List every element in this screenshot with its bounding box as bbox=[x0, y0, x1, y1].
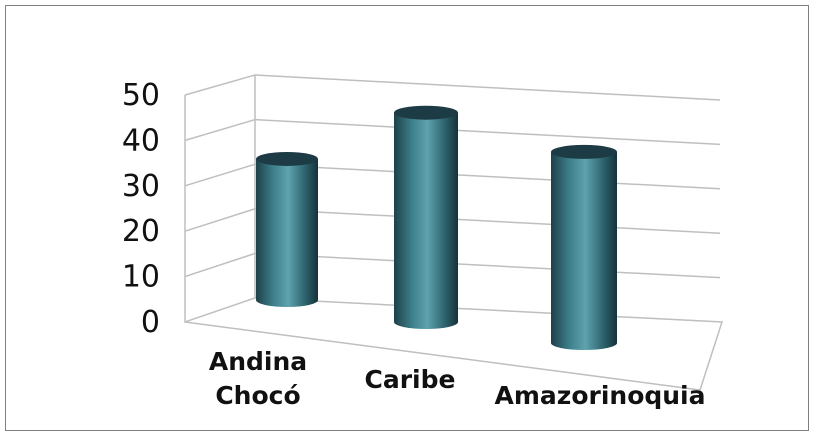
category-label: Andina Chocó bbox=[209, 347, 307, 410]
bar-body bbox=[256, 158, 318, 307]
y-tick-label: 20 bbox=[122, 214, 160, 249]
category-label: Amazorinoquia bbox=[495, 381, 706, 410]
bar-body bbox=[551, 151, 617, 350]
x-axis-category-labels: Andina Chocó Caribe Amazorinoquia bbox=[209, 347, 706, 410]
bars bbox=[256, 105, 617, 350]
chart-walls bbox=[184, 75, 724, 391]
y-axis-tick-labels: 0 10 20 30 40 50 bbox=[122, 78, 160, 340]
bar-top bbox=[394, 105, 458, 120]
y-tick-label: 30 bbox=[122, 169, 160, 204]
gridline bbox=[184, 118, 721, 146]
gridline bbox=[184, 74, 721, 101]
bar bbox=[551, 144, 617, 350]
floor bbox=[184, 297, 724, 391]
bar bbox=[394, 105, 458, 329]
y-tick-label: 40 bbox=[122, 123, 160, 158]
y-tick-label: 0 bbox=[141, 305, 160, 340]
bar-top bbox=[256, 151, 318, 166]
category-label: Caribe bbox=[365, 365, 456, 394]
y-tick-label: 50 bbox=[122, 78, 160, 113]
bar-body bbox=[394, 112, 458, 329]
bar bbox=[256, 151, 318, 307]
left-wall bbox=[184, 75, 256, 324]
y-tick-label: 10 bbox=[122, 260, 160, 295]
bar-top bbox=[551, 144, 617, 159]
